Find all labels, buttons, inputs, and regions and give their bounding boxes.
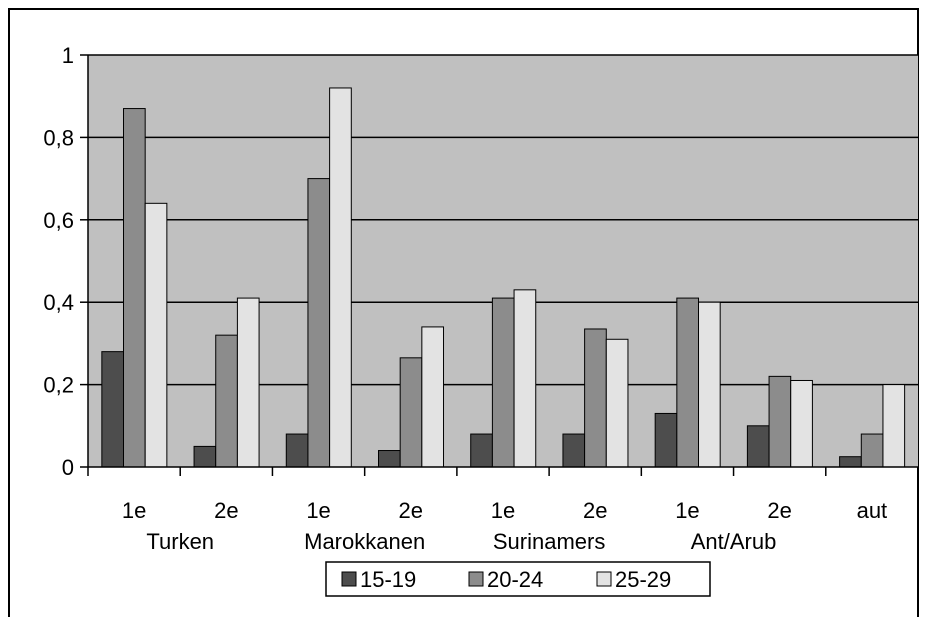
- axes: [80, 54, 919, 476]
- x-tick-label-3: 2e: [399, 498, 423, 523]
- legend-label-20-24: 20-24: [487, 567, 543, 592]
- x-tick-labels: 1e 2e 1e 2e 1e 2e 1e 2e aut: [122, 498, 887, 523]
- bar-15-19-7: [746, 425, 770, 468]
- legend-label-15-19: 15-19: [360, 567, 416, 592]
- legend-swatch-25-29: [596, 571, 612, 587]
- bar-15-19-4: [470, 433, 493, 468]
- y-tick-label-5: 1: [62, 43, 74, 68]
- bars: [101, 87, 906, 468]
- x-tick-label-6: 1e: [675, 498, 699, 523]
- legend-swatch-20-24: [468, 571, 484, 587]
- y-tick-label-4: 0,8: [43, 125, 74, 150]
- x-tick-label-1: 2e: [214, 498, 238, 523]
- bar-25-29-6: [698, 301, 721, 468]
- group-labels: Turken Marokkanen Surinamers Ant/Arub: [146, 529, 776, 554]
- bar-25-29-3: [421, 326, 445, 468]
- y-tick-label-1: 0,2: [43, 373, 74, 398]
- legend-label-25-29: 25-29: [615, 567, 671, 592]
- bar-20-24-7: [768, 375, 792, 468]
- bar-25-29-5: [605, 338, 629, 468]
- x-tick-label-4: 1e: [491, 498, 515, 523]
- bar-20-24-5: [584, 328, 607, 468]
- y-tick-label-2: 0,4: [43, 290, 74, 315]
- y-tick-labels: 0 0,2 0,4 0,6 0,8 1: [43, 43, 74, 480]
- bar-15-19-5: [562, 433, 586, 468]
- bar-15-19-2: [285, 433, 309, 468]
- legend-box: [325, 561, 711, 597]
- bar-25-29-1: [236, 297, 260, 468]
- x-tick-label-7: 2e: [767, 498, 791, 523]
- x-tick-label-0: 1e: [122, 498, 146, 523]
- group-label-1: Marokkanen: [304, 529, 425, 554]
- bar-25-29-8: [882, 384, 906, 468]
- group-label-3: Ant/Arub: [691, 529, 777, 554]
- bar-20-24-4: [491, 297, 515, 468]
- group-label-2: Surinamers: [493, 529, 605, 554]
- bar-15-19-1: [193, 445, 217, 468]
- bar-25-29-4: [513, 289, 537, 468]
- legend-swatch-15-19: [341, 571, 357, 587]
- bar-25-29-0: [144, 202, 168, 468]
- bar-20-24-1: [215, 334, 238, 468]
- bar-15-19-0: [101, 351, 125, 468]
- x-tick-label-5: 2e: [583, 498, 607, 523]
- x-tick-label-2: 1e: [306, 498, 330, 523]
- bar-20-24-8: [860, 433, 884, 468]
- bar-25-29-7: [790, 379, 813, 468]
- bar-20-24-2: [307, 178, 331, 468]
- bar-20-24-0: [123, 108, 146, 468]
- y-tick-label-3: 0,6: [43, 208, 74, 233]
- legend: 15-19 20-24 25-29: [325, 561, 711, 597]
- bar-15-19-8: [839, 456, 862, 468]
- bar-15-19-6: [654, 412, 678, 468]
- bar-20-24-3: [399, 357, 423, 468]
- y-tick-label-0: 0: [62, 455, 74, 480]
- bar-20-24-6: [676, 297, 700, 468]
- x-tick-label-8: aut: [857, 498, 888, 523]
- bar-25-29-2: [329, 87, 352, 468]
- group-label-0: Turken: [146, 529, 214, 554]
- bar-15-19-3: [378, 450, 401, 468]
